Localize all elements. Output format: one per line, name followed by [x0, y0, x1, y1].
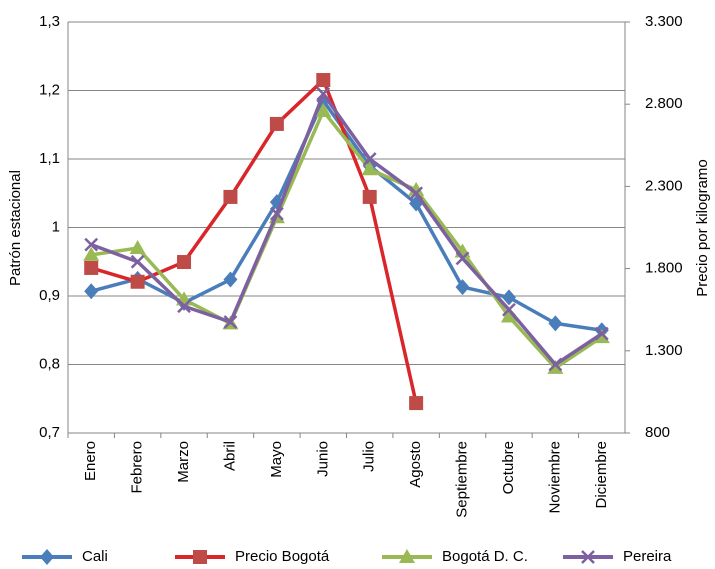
x-tick-label: Diciembre [593, 441, 610, 509]
x-tick-label: Marzo [175, 441, 192, 483]
y2-tick-label: 2.800 [645, 95, 683, 112]
legend-label: Bogotá D. C. [442, 548, 528, 565]
marker [581, 550, 595, 564]
marker [362, 189, 377, 204]
marker [501, 289, 516, 306]
x-tick-label: Julio [361, 441, 378, 472]
marker [500, 308, 517, 323]
y2-tick-label: 1.800 [645, 260, 683, 277]
marker [455, 251, 470, 266]
series [84, 73, 424, 411]
x-tick-label: Septiembre [454, 441, 471, 518]
y-tick-label: 0,7 [39, 424, 60, 441]
series [84, 92, 609, 339]
x-tick-label: Enero [82, 441, 99, 481]
legend-label: Pereira [623, 548, 672, 565]
marker [409, 186, 424, 201]
y2-axis-title: Precio por kilogramo [694, 159, 711, 297]
x-tick-label: Mayo [268, 441, 285, 478]
marker [223, 189, 238, 204]
series-line [90, 109, 603, 370]
marker [269, 206, 284, 221]
y-tick-label: 1,1 [39, 150, 60, 167]
marker [84, 237, 99, 252]
marker [455, 279, 470, 296]
series [84, 87, 609, 372]
marker [223, 315, 238, 329]
marker [177, 255, 192, 270]
marker [316, 87, 331, 101]
x-tick-label: Junio [314, 441, 331, 477]
y2-tick-label: 3.300 [645, 13, 683, 30]
marker [548, 315, 563, 332]
marker [84, 283, 99, 300]
marker [83, 246, 100, 261]
y-tick-label: 1 [52, 218, 60, 235]
marker [130, 254, 145, 269]
legend-label: Cali [82, 548, 108, 565]
y-tick-label: 0,9 [39, 287, 60, 304]
legend-label: Precio Bogotá [235, 548, 330, 565]
marker [409, 396, 424, 411]
y-tick-label: 1,3 [39, 13, 60, 30]
marker [177, 299, 191, 314]
marker [399, 549, 415, 563]
y2-tick-label: 800 [645, 424, 670, 441]
y-axis-title: Patrón estacional [7, 170, 24, 286]
marker [130, 274, 145, 289]
y-tick-label: 0,8 [39, 355, 60, 372]
y2-tick-label: 2.300 [645, 177, 683, 194]
marker [193, 550, 207, 564]
x-tick-label: Febrero [129, 441, 146, 494]
marker [269, 116, 284, 131]
series-line [90, 78, 418, 404]
x-tick-label: Octubre [500, 441, 517, 494]
marker [316, 73, 331, 88]
x-tick-label: Noviembre [546, 441, 563, 514]
marker [129, 240, 146, 255]
marker [315, 103, 332, 118]
marker [84, 260, 99, 275]
marker [40, 549, 54, 565]
x-tick-label: Abril [221, 441, 238, 471]
marker [547, 359, 564, 374]
x-tick-label: Agosto [407, 441, 424, 488]
marker [502, 302, 516, 317]
marker [594, 326, 609, 341]
marker [548, 357, 563, 372]
series-line [90, 92, 603, 367]
y-tick-label: 1,2 [39, 81, 60, 98]
y2-tick-label: 1.300 [645, 342, 683, 359]
marker [362, 152, 377, 166]
marker [593, 329, 610, 344]
marker [361, 161, 378, 176]
marker [223, 271, 238, 288]
